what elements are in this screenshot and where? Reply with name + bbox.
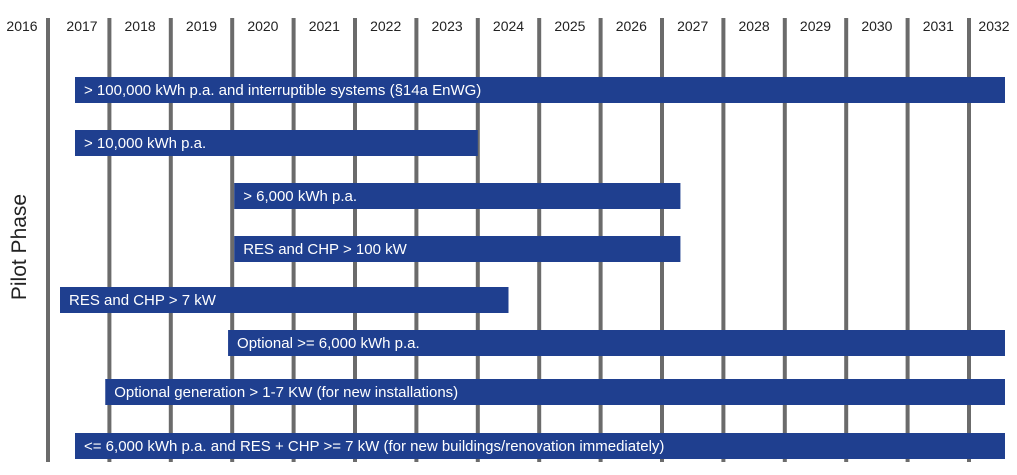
timeline-bar-5 xyxy=(60,287,509,313)
year-label-2023: 2023 xyxy=(432,18,463,34)
year-label-2030: 2030 xyxy=(861,18,892,34)
year-label-2028: 2028 xyxy=(739,18,770,34)
year-label-2017: 2017 xyxy=(66,18,97,34)
year-label-2020: 2020 xyxy=(247,18,278,34)
timeline-bar-label-8: <= 6,000 kWh p.a. and RES + CHP >= 7 kW … xyxy=(84,438,664,455)
year-label-2027: 2027 xyxy=(677,18,708,34)
timeline-bar-label-4: RES and CHP > 100 kW xyxy=(243,241,407,258)
timeline-bar-label-5: RES and CHP > 7 kW xyxy=(69,292,217,309)
year-label-2025: 2025 xyxy=(554,18,585,34)
year-label-2031: 2031 xyxy=(923,18,954,34)
timeline-bar-7 xyxy=(105,379,1005,405)
year-label-2024: 2024 xyxy=(493,18,524,34)
year-label-2032: 2032 xyxy=(978,18,1009,34)
year-label-2019: 2019 xyxy=(186,18,217,34)
timeline-bar-label-7: Optional generation > 1-7 KW (for new in… xyxy=(114,384,458,401)
timeline-bar-3 xyxy=(234,183,681,209)
pilot-phase-label: Pilot Phase xyxy=(8,193,31,301)
timeline-bar-4 xyxy=(234,236,681,262)
year-label-2029: 2029 xyxy=(800,18,831,34)
timeline-bar-6 xyxy=(228,330,1005,356)
timeline-bar-1 xyxy=(75,77,1005,103)
timeline-bar-8 xyxy=(75,433,1005,459)
year-label-2021: 2021 xyxy=(309,18,340,34)
year-label-2022: 2022 xyxy=(370,18,401,34)
year-label-2016: 2016 xyxy=(6,18,37,34)
year-label-2018: 2018 xyxy=(125,18,156,34)
timeline-bar-label-2: > 10,000 kWh p.a. xyxy=(84,135,206,152)
timeline-bar-2 xyxy=(75,130,478,156)
timeline-bar-label-3: > 6,000 kWh p.a. xyxy=(243,188,357,205)
timeline-bar-label-1: > 100,000 kWh p.a. and interruptible sys… xyxy=(84,82,481,99)
year-label-2026: 2026 xyxy=(616,18,647,34)
timeline-bar-label-6: Optional >= 6,000 kWh p.a. xyxy=(237,335,420,352)
